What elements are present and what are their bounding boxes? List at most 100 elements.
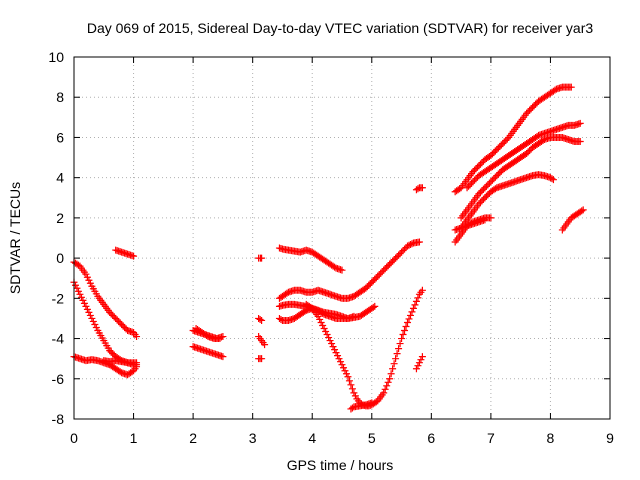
data-point [481,184,489,192]
data-point [380,266,388,274]
data-point [366,280,374,288]
data-point [256,315,264,323]
data-point [487,152,495,160]
data-point [578,207,586,215]
y-tick-label: -8 [52,411,65,427]
data-point [479,185,487,193]
data-point [395,251,403,259]
data-point [73,284,81,292]
data-point [390,360,398,368]
data-point [387,370,395,378]
data-point [316,315,324,323]
series-track-09 [255,254,266,262]
series-track-13 [275,244,346,274]
series-track-07 [192,325,224,343]
data-point [393,253,401,261]
data-point [350,312,358,320]
data-point [404,242,412,250]
data-point [399,247,407,255]
data-point [399,331,407,339]
data-point [465,182,473,190]
data-point [393,350,401,358]
data-point [415,238,423,246]
data-point [118,320,126,328]
data-point [533,132,541,140]
data-point [412,365,420,373]
data-point [389,257,397,265]
data-point [402,322,410,330]
data-point [331,346,339,354]
y-tick-labels: -8 -6 -4 -2 0 2 4 6 8 10 [48,49,64,427]
data-point [387,259,395,267]
data-point [418,184,426,192]
data-point [488,150,496,158]
data-point [579,206,587,214]
data-point [121,323,129,331]
data-point [369,303,377,311]
data-point [339,364,347,372]
data-point [418,286,426,294]
data-point [374,272,382,280]
y-tick-label: 4 [56,170,64,186]
data-point [338,266,346,274]
data-point [203,332,211,340]
data-point [383,263,391,271]
data-point [490,149,498,157]
series-track-14 [275,238,423,302]
data-point [497,141,505,149]
series-track-10 [255,333,269,349]
data-point [133,359,141,367]
data-point [283,289,291,297]
data-point [83,305,91,313]
data-point [530,102,538,110]
data-point [469,178,477,186]
x-tick-label: 5 [368,430,376,446]
data-point [478,197,486,205]
data-point [362,284,370,292]
data-point [499,139,507,147]
data-point [502,136,510,144]
data-point [539,136,547,144]
data-point [473,163,481,171]
data-point [398,335,406,343]
data-point [130,252,138,260]
x-tick-label: 6 [427,430,435,446]
data-point [307,303,315,311]
series-track-19 [412,353,426,373]
data-point [109,350,117,358]
series-track-18 [347,399,376,413]
data-point [524,108,532,116]
data-point [406,241,414,249]
data-point [527,105,535,113]
data-point [88,314,96,322]
data-point [472,165,480,173]
series-track-08 [189,343,227,361]
data-point [496,142,504,150]
data-point [133,333,141,341]
data-point [337,358,345,366]
data-point [347,381,355,389]
data-point [317,318,325,326]
data-point [277,315,285,323]
data-point [219,353,227,361]
data-point [405,241,413,249]
data-point [456,185,464,193]
data-point [491,173,499,181]
data-point [74,261,82,269]
data-point [109,311,117,319]
data-point [368,278,376,286]
data-point [526,147,534,155]
data-point [82,302,90,310]
data-point [396,340,404,348]
data-point [405,315,413,323]
data-point [319,309,327,317]
series-track-12 [255,355,266,363]
data-point [404,318,412,326]
data-point [549,176,557,184]
y-tick-label: -4 [52,331,65,347]
data-point [314,312,322,320]
data-point [331,263,339,271]
data-point [526,106,534,114]
data-point [325,334,333,342]
data-point [329,343,337,351]
